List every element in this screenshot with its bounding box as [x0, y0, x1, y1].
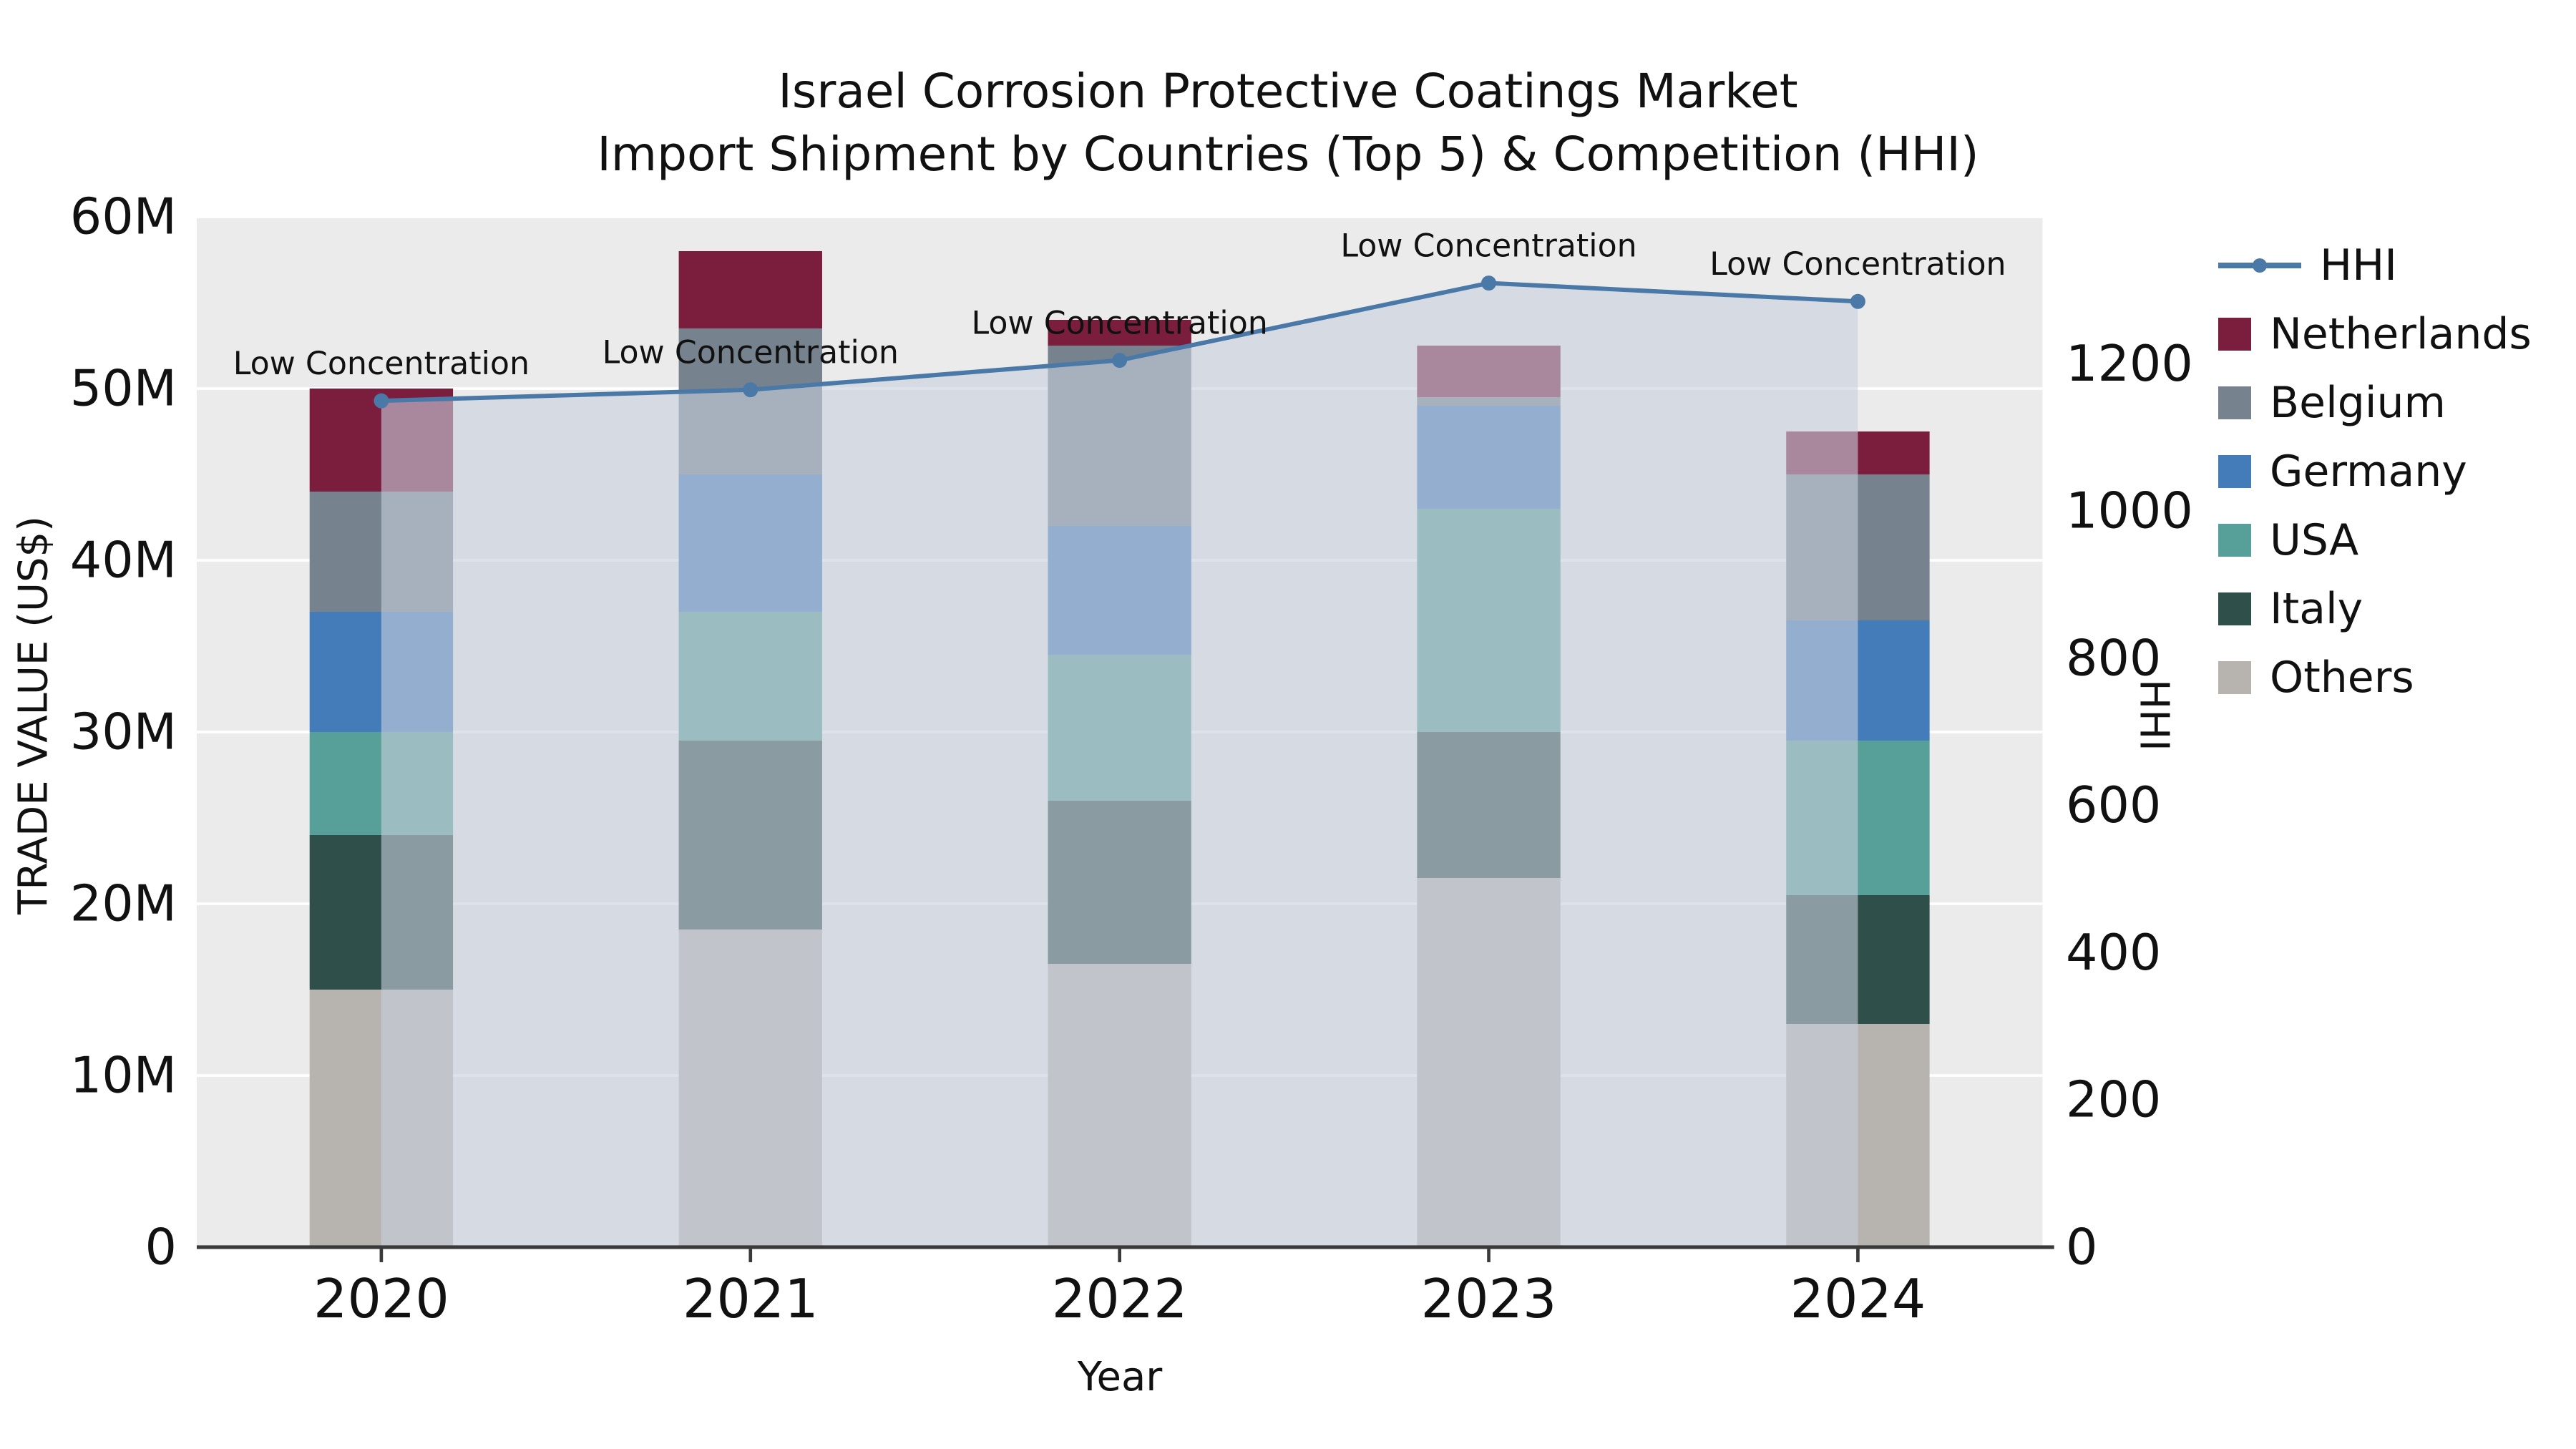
hhi-marker — [374, 393, 389, 409]
legend-label: Others — [2270, 653, 2414, 703]
legend: HHI Netherlands Belgium Germany USA Italy Othe… — [2218, 240, 2532, 723]
x-tick-label: 2020 — [313, 1268, 449, 1330]
legend-item-others[interactable]: Others — [2218, 653, 2532, 703]
annotation-low-concentration: Low Concentration — [233, 346, 530, 382]
annotation-low-concentration: Low Concentration — [1340, 228, 1636, 264]
legend-item-italy[interactable]: Italy — [2218, 584, 2532, 634]
y-right-tick-label: 800 — [2066, 629, 2161, 687]
hhi-marker — [743, 382, 758, 398]
chart-title: Israel Corrosion Protective Coatings Mar… — [0, 60, 2576, 186]
chart-title-line1: Israel Corrosion Protective Coatings Mar… — [778, 64, 1798, 119]
legend-label: USA — [2270, 515, 2359, 565]
y-right-tick-label: 200 — [2066, 1071, 2161, 1129]
legend-item-belgium[interactable]: Belgium — [2218, 378, 2532, 428]
x-tick-label: 2023 — [1421, 1268, 1557, 1330]
legend-swatch-icon — [2218, 592, 2251, 625]
hhi-line-icon — [2218, 258, 2301, 273]
legend-swatch-icon — [2218, 318, 2251, 351]
legend-item-hhi[interactable]: HHI — [2218, 240, 2532, 291]
y-left-tick-label: 30M — [70, 703, 177, 761]
y-left-tick-label: 60M — [70, 187, 177, 245]
legend-swatch-icon — [2218, 455, 2251, 488]
y-left-tick-label: 50M — [70, 359, 177, 417]
legend-label: Netherlands — [2270, 309, 2532, 359]
y-axis-title-left: TRADE VALUE (US$) — [10, 516, 57, 914]
annotation-low-concentration: Low Concentration — [971, 305, 1267, 341]
y-left-tick-label: 10M — [70, 1046, 177, 1104]
legend-label: Germany — [2270, 447, 2467, 497]
legend-item-germany[interactable]: Germany — [2218, 447, 2532, 497]
y-axis-title-right: HHI — [2130, 679, 2177, 751]
legend-label: Belgium — [2270, 378, 2446, 428]
legend-item-usa[interactable]: USA — [2218, 515, 2532, 565]
legend-label: HHI — [2320, 240, 2397, 291]
annotation-low-concentration: Low Concentration — [602, 334, 899, 371]
hhi-area-fill — [381, 283, 1858, 1247]
y-left-tick-label: 0 — [145, 1218, 177, 1276]
chart-title-line2: Import Shipment by Countries (Top 5) & C… — [597, 127, 1979, 182]
bar-segment-netherlands-2022 — [1048, 319, 1191, 346]
annotation-low-concentration: Low Concentration — [1709, 246, 2006, 283]
x-tick-label: 2022 — [1052, 1268, 1188, 1330]
hhi-marker — [1481, 275, 1497, 291]
y-left-tick-label: 40M — [70, 531, 177, 589]
legend-swatch-icon — [2218, 661, 2251, 694]
legend-swatch-icon — [2218, 386, 2251, 419]
y-left-tick-label: 20M — [70, 874, 177, 932]
legend-swatch-icon — [2218, 524, 2251, 557]
y-right-tick-label: 400 — [2066, 924, 2161, 982]
hhi-marker — [1850, 293, 1865, 309]
bar-segment-netherlands-2021 — [678, 250, 822, 328]
y-right-tick-label: 1000 — [2066, 482, 2193, 540]
hhi-marker — [1112, 353, 1128, 369]
y-right-tick-label: 0 — [2066, 1218, 2097, 1276]
y-right-tick-label: 600 — [2066, 776, 2161, 834]
x-tick-label: 2024 — [1790, 1268, 1926, 1330]
legend-item-netherlands[interactable]: Netherlands — [2218, 309, 2532, 359]
x-tick-label: 2021 — [683, 1268, 819, 1330]
legend-label: Italy — [2270, 584, 2363, 634]
y-right-tick-label: 1200 — [2066, 335, 2193, 393]
x-axis-title: Year — [1077, 1354, 1163, 1400]
